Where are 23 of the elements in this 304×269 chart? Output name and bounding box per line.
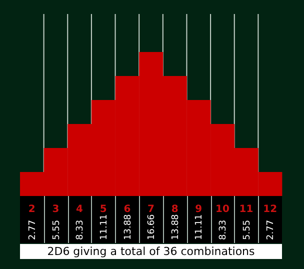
x-tick-label: 4: [76, 204, 84, 215]
x-tick-label: 10: [215, 204, 230, 215]
data-label: 13.88: [170, 214, 181, 240]
data-label: 11.11: [194, 214, 205, 240]
data-label: 11.11: [99, 214, 110, 240]
data-label: 5.55: [242, 220, 252, 240]
x-tick-label: 12: [263, 204, 278, 215]
x-tick-label: 9: [195, 204, 202, 215]
data-label: 8.33: [218, 220, 229, 240]
x-tick-label: 11: [239, 204, 254, 215]
x-tick-label: 3: [52, 204, 60, 215]
x-tick-label: 7: [148, 204, 155, 215]
x-tick-label: 2: [28, 204, 36, 215]
data-label: 8.33: [76, 220, 86, 240]
x-tick-label: 6: [124, 204, 131, 215]
data-label: 2.77: [266, 220, 276, 240]
data-label: 16.66: [147, 214, 158, 240]
data-label: 13.88: [123, 214, 134, 240]
x-tick-label: 8: [171, 204, 178, 215]
data-label: 2.77: [28, 220, 38, 240]
x-axis-title: 2D6 giving a total of 36 combinations: [20, 244, 282, 259]
data-label: 5.55: [52, 220, 62, 240]
x-tick-label: 5: [100, 204, 107, 215]
